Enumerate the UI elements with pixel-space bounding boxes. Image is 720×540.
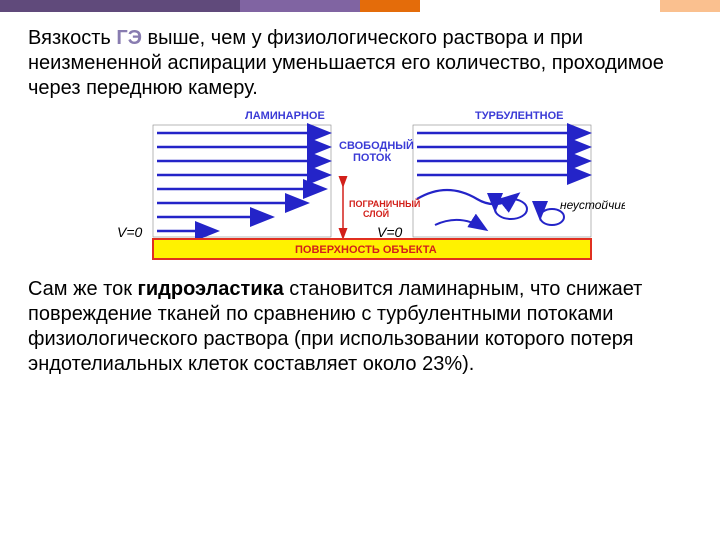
bold-text: гидроэластика bbox=[138, 278, 284, 300]
bar-segment bbox=[660, 0, 720, 12]
paragraph-1: Вязкость ГЭ выше, чем у физиологического… bbox=[28, 26, 692, 101]
label-boundary2: СЛОЙ bbox=[363, 208, 389, 219]
label-surface: ПОВЕРХНОСТЬ ОБЪЕКТА bbox=[295, 244, 437, 256]
paragraph-2: Сам же ток гидроэластика становится лами… bbox=[28, 277, 692, 377]
label-turbulent: ТУРБУЛЕНТНОЕ bbox=[475, 110, 564, 122]
label-free-flow: СВОБОДНЫЙ bbox=[339, 139, 414, 152]
label-laminar: ЛАМИНАРНОЕ bbox=[245, 110, 325, 122]
label-v0-left: V=0 bbox=[117, 224, 143, 240]
label-unstable: неустойчивое bbox=[560, 198, 625, 212]
flow-diagram: ЛАМИНАРНОЕ ТУРБУЛЕНТНОЕ V=0 bbox=[95, 107, 625, 267]
accent-text: ГЭ bbox=[116, 27, 142, 49]
bar-segment bbox=[0, 0, 240, 12]
text: Вязкость bbox=[28, 27, 116, 49]
bar-segment bbox=[240, 0, 360, 12]
label-v0-right: V=0 bbox=[377, 224, 403, 240]
label-boundary: ПОГРАНИЧНЫЙ bbox=[349, 198, 420, 209]
slide-content: Вязкость ГЭ выше, чем у физиологического… bbox=[0, 12, 720, 377]
label-free-flow2: ПОТОК bbox=[353, 152, 391, 164]
bar-segment bbox=[420, 0, 660, 12]
slide-top-accent-bar bbox=[0, 0, 720, 12]
bar-segment bbox=[360, 0, 420, 12]
text: Сам же ток bbox=[28, 278, 138, 300]
